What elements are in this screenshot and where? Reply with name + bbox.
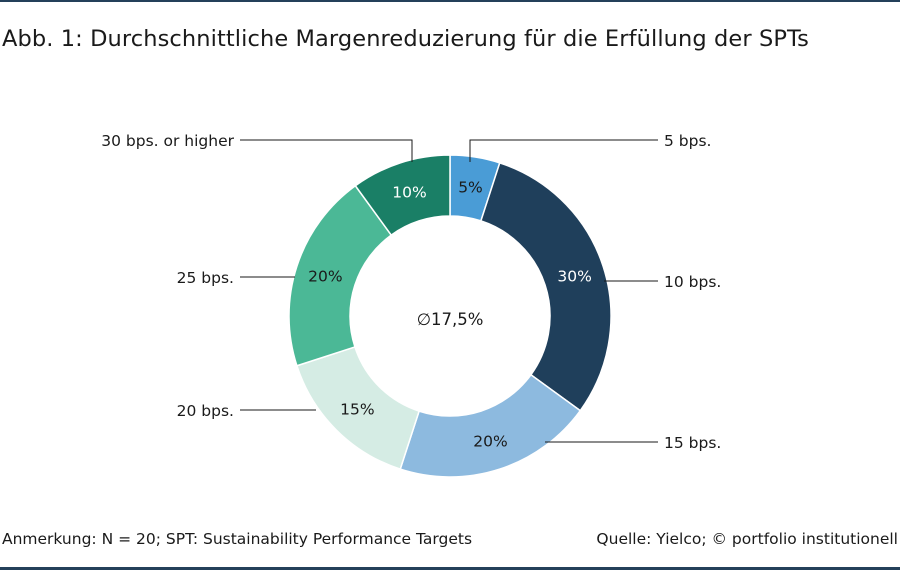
source-credit: Quelle: Yielco; © portfolio institutione… [596,530,898,548]
slice-percent-label: 10% [392,183,426,201]
leader-lines-group [240,139,658,443]
category-label: 30 bps. or higher [101,132,234,150]
slice-percent-label: 20% [473,433,507,451]
slice-15-bps [399,373,582,478]
chart-title: Abb. 1: Durchschnittliche Margenreduzier… [2,26,809,52]
slice-30-bps-or-higher [354,154,451,237]
slices-group [288,154,612,478]
leader-line [469,139,658,162]
category-label: 20 bps. [177,402,234,420]
slice-percent-label: 20% [308,268,342,286]
category-label: 25 bps. [177,269,234,287]
center-average-label: ∅17,5% [417,310,484,329]
footnote: Anmerkung: N = 20; SPT: Sustainability P… [2,530,473,548]
category-label: 10 bps. [664,273,721,291]
leader-line [240,139,413,162]
category-label: 15 bps. [664,434,721,452]
slice-percent-label: 5% [458,179,483,197]
slice-percent-label: 30% [557,268,591,286]
slice-percent-label: 15% [340,401,374,419]
category-label: 5 bps. [664,132,711,150]
slice-10-bps [479,161,612,412]
top-rule [0,0,900,2]
bottom-rule [0,567,900,570]
labels-group: 5% 5 bps. 30% 10 bps. 20% 15 bps. 15% 20 bps. 20… [101,132,721,452]
